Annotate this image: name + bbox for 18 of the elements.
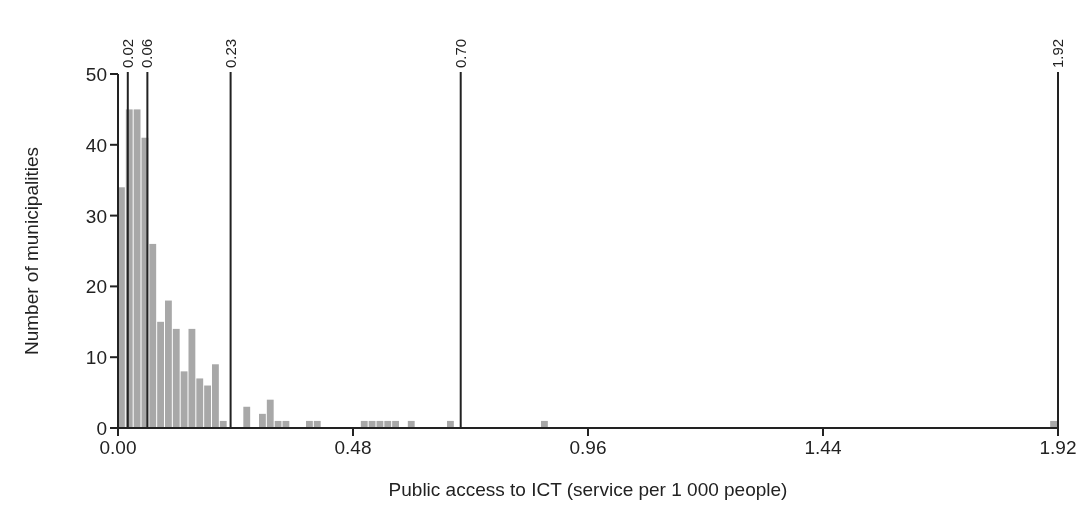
y-tick-label: 50 [85,64,107,85]
x-tick-label: 1.92 [1039,437,1077,458]
x-tick-label: 1.44 [804,437,842,458]
ref-line-label: 1.92 [1049,38,1066,68]
y-tick-label: 20 [85,276,107,298]
ref-line-label: 0.23 [221,38,239,68]
y-axis-title: Number of municipalities [21,146,42,356]
ref-line-label: 0.06 [138,38,156,68]
x-tick-label: 0.48 [334,437,372,458]
x-tick-label: 0.96 [569,437,607,458]
x-tick-label: 0.00 [99,437,137,458]
y-tick-label: 10 [85,347,107,369]
x-axis-title: Public access to ICT (service per 1 000 people) [388,479,788,500]
y-tick-label: 40 [85,134,107,156]
ref-line-label: 0.70 [451,38,469,68]
ref-line-label: 0.02 [118,38,136,68]
y-tick-label: 0 [96,418,107,439]
y-tick-label: 30 [85,205,107,227]
